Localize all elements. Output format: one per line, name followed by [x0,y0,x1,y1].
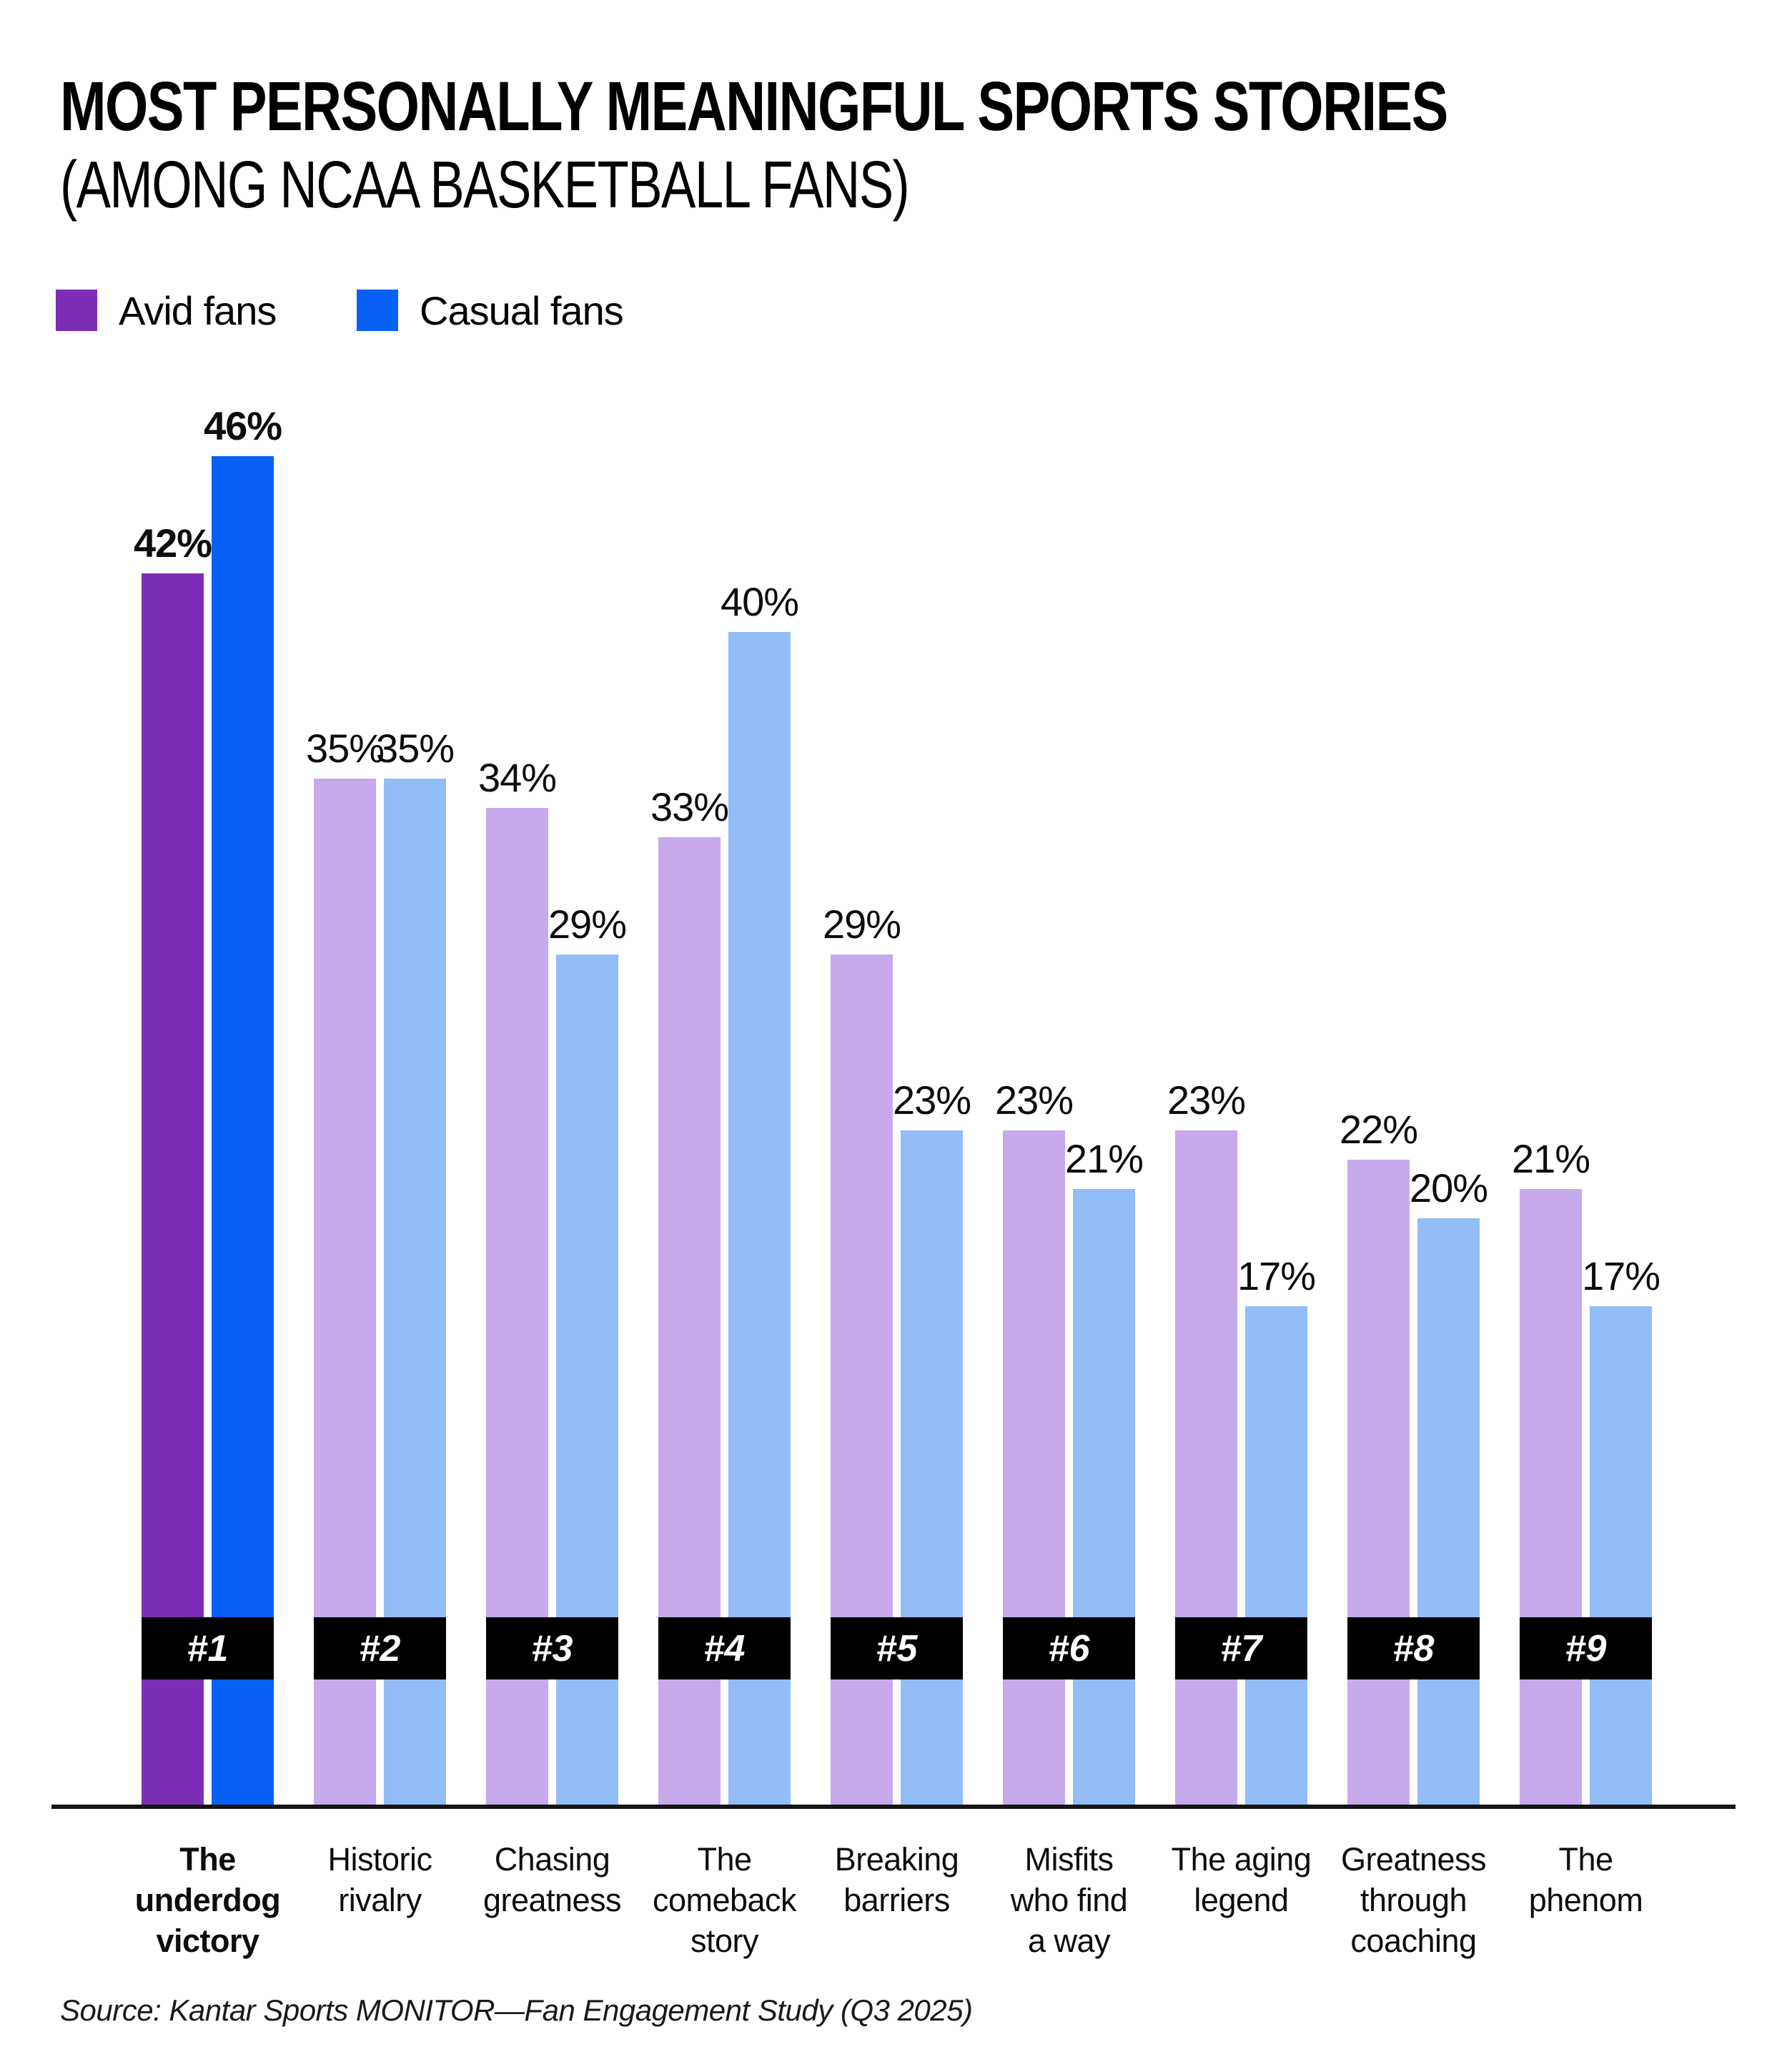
avid-value-label: 42% [133,521,212,566]
rank-ribbon: #8 [1347,1617,1480,1679]
rank-label: #3 [531,1627,573,1669]
rank-label: #4 [703,1627,746,1669]
avid-value-label: 21% [1511,1136,1590,1181]
category-label: Greatness through coaching [1340,1841,1487,1960]
rank-label: #9 [1565,1627,1607,1669]
category-label: The phenom [1528,1841,1643,1919]
avid-bar [1520,1189,1582,1805]
category-label: Misfits who find a way [1010,1841,1128,1960]
casual-value-label: 40% [720,579,799,624]
avid-bar [1347,1160,1410,1805]
casual-bar [901,1130,963,1805]
legend-item-avid: Avid fans [56,285,277,336]
rank-label: #5 [876,1627,918,1669]
casual-bar [1590,1306,1652,1805]
casual-value-label: 46% [203,403,282,448]
casual-bar [1417,1218,1480,1805]
casual-value-label: 17% [1581,1253,1660,1298]
casual-bar [728,632,791,1805]
category-label: Breaking barriers [834,1841,959,1919]
avid-value-label: 29% [822,902,901,947]
legend-item-casual: Casual fans [357,285,624,336]
page-title: MOST PERSONALLY MEANINGFUL SPORTS STORIE… [60,67,1448,145]
rank-label: #1 [187,1627,229,1669]
casual-value-label: 20% [1409,1165,1488,1210]
rank-label: #2 [359,1627,401,1669]
bar-chart-plot: 42% 46% #1 35% 35% #2 34% 29% #3 33% 40% #4 29% 23% #5… [0,400,1787,1805]
rank-label: #7 [1220,1627,1262,1669]
rank-ribbon: #2 [314,1617,446,1679]
category-label: Historic rivalry [327,1841,432,1919]
avid-value-label: 35% [305,726,385,771]
avid-bar [1003,1130,1065,1805]
casual-value-label: 35% [375,726,455,771]
avid-value-label: 33% [650,784,729,829]
category-label: Chasing greatness [482,1841,622,1919]
category-label: The underdog victory [134,1841,281,1960]
source-note: Source: Kantar Sports MONITOR—Fan Engage… [60,1993,973,2027]
rank-label: #6 [1048,1627,1090,1669]
legend-label: Casual fans [420,287,624,333]
rank-ribbon: #3 [486,1617,618,1679]
legend-label: Avid fans [119,287,277,333]
rank-label: #8 [1392,1627,1435,1669]
category-label: The aging legend [1171,1841,1312,1919]
avid-value-label: 23% [1167,1077,1246,1123]
casual-legend-swatch-icon [357,290,398,331]
rank-ribbon: #9 [1520,1617,1652,1679]
x-axis-line [51,1805,1736,1809]
casual-bar [1073,1189,1135,1805]
avid-bar [1175,1130,1237,1805]
casual-bar [1245,1306,1307,1805]
avid-value-label: 22% [1339,1107,1418,1152]
rank-ribbon: #4 [658,1617,791,1679]
avid-bar [142,573,204,1805]
category-label: The comeback story [652,1841,797,1960]
rank-ribbon: #5 [831,1617,963,1679]
avid-value-label: 23% [994,1077,1074,1123]
avid-value-label: 34% [477,755,557,800]
casual-value-label: 29% [548,902,627,947]
casual-value-label: 17% [1237,1253,1316,1298]
rank-ribbon: #7 [1175,1617,1307,1679]
casual-value-label: 23% [892,1077,971,1123]
casual-value-label: 21% [1064,1136,1144,1181]
page-subtitle: (AMONG NCAA BASKETBALL FANS) [60,147,910,222]
rank-ribbon: #6 [1003,1617,1135,1679]
rank-ribbon: #1 [142,1617,274,1679]
casual-bar [212,456,274,1805]
avid-legend-swatch-icon [56,290,97,331]
